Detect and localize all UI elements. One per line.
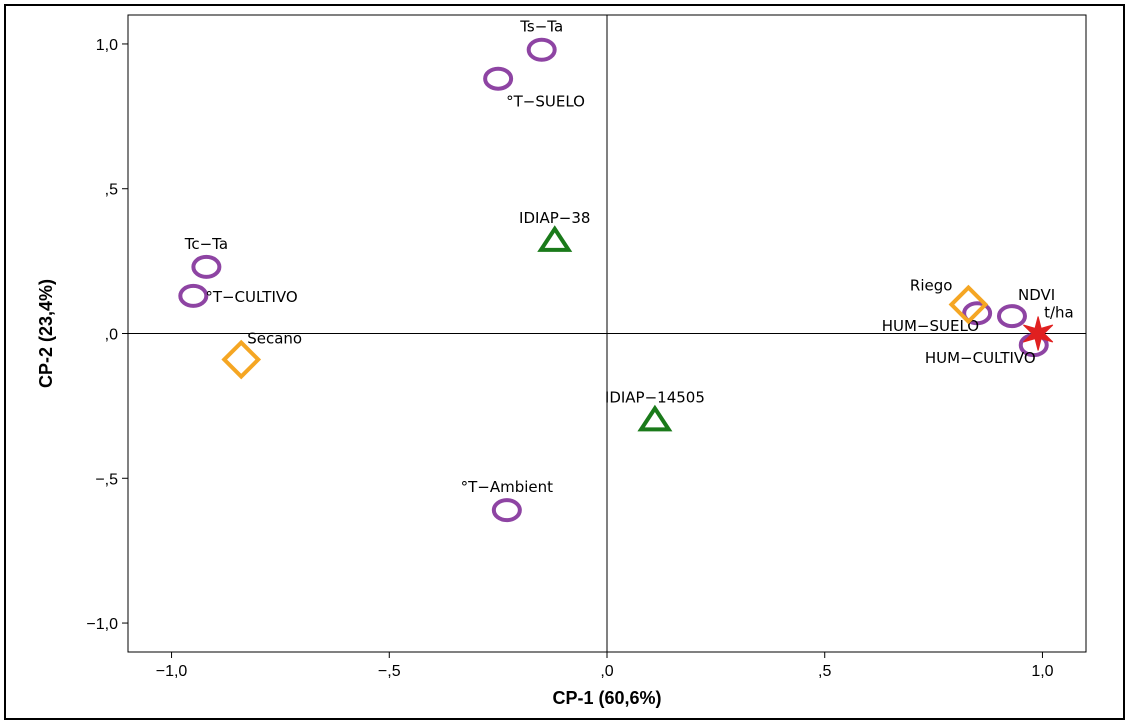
chart-frame — [4, 4, 1125, 720]
point-marker-diamond — [221, 339, 262, 380]
point-label: IDIAP−38 — [519, 209, 590, 227]
point-marker-circle — [483, 66, 514, 91]
point-label: Ts−Ta — [519, 18, 563, 36]
point-label: HUM−SUELO — [882, 317, 979, 335]
point-marker-circle — [191, 254, 222, 279]
point-marker-diamond — [948, 284, 989, 325]
point-label: IDIAP−14505 — [605, 388, 705, 406]
point-marker-circle — [962, 301, 993, 326]
y-tick-label: ,5 — [105, 182, 118, 199]
point-label: °T−CULTIVO — [205, 288, 297, 306]
point-marker-star — [1023, 316, 1054, 351]
y-axis-title: CP-2 (23,4%) — [36, 279, 56, 388]
x-tick-label: ,0 — [600, 663, 613, 680]
point-label: Secano — [247, 330, 302, 348]
x-tick-label: −1,0 — [156, 663, 188, 680]
point-label: Riego — [910, 277, 953, 295]
x-tick-label: −,5 — [378, 663, 401, 680]
point-label: °T−Ambient — [461, 478, 554, 496]
x-axis-title: CP-1 (60,6%) — [552, 688, 661, 708]
x-tick-label: 1,0 — [1031, 663, 1053, 680]
point-label: Tc−Ta — [184, 235, 228, 253]
point-marker-triangle — [537, 225, 573, 252]
y-tick-label: ,0 — [105, 327, 118, 344]
point-label: NDVI — [1018, 286, 1055, 304]
y-tick-label: −1,0 — [86, 616, 118, 633]
point-marker-triangle — [637, 404, 673, 432]
y-tick-label: −,5 — [95, 471, 118, 488]
point-label: °T−SUELO — [506, 93, 585, 111]
point-marker-circle — [491, 498, 522, 523]
y-tick-label: 1,0 — [96, 37, 118, 54]
point-marker-circle — [526, 37, 557, 62]
x-tick-label: ,5 — [818, 663, 831, 680]
point-label: t/ha — [1044, 304, 1074, 322]
point-label: HUM−CULTIVO — [925, 349, 1036, 367]
point-marker-circle — [178, 283, 209, 308]
point-marker-circle — [996, 304, 1027, 329]
